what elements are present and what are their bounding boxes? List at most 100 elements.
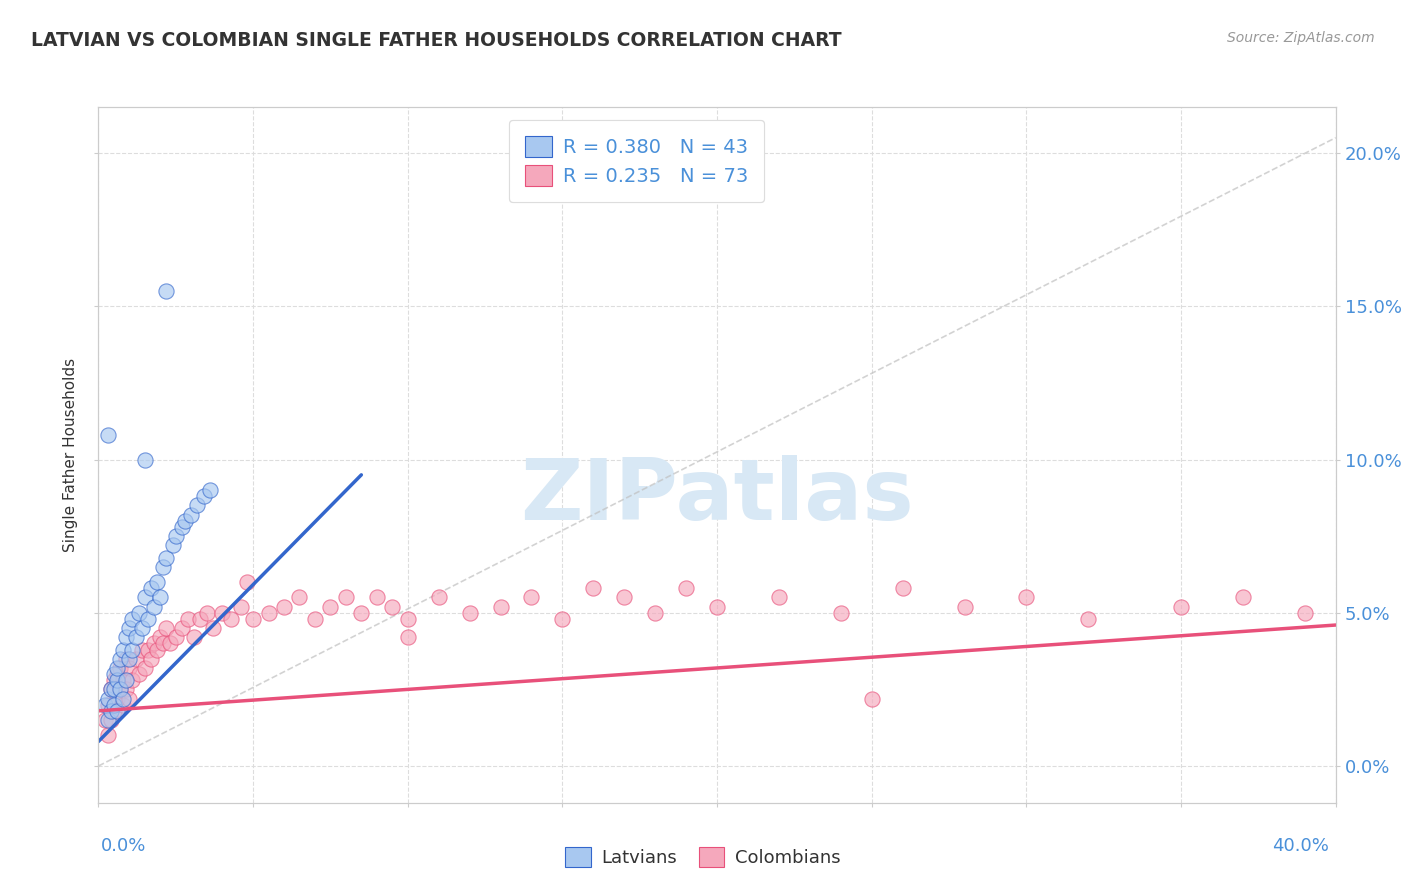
Text: Source: ZipAtlas.com: Source: ZipAtlas.com (1227, 31, 1375, 45)
Point (180, 508, 202, 522)
Point (1170, 599, 1192, 614)
Point (396, 612, 419, 626)
Point (136, 642, 159, 657)
Point (396, 630, 419, 644)
Point (103, 667, 125, 681)
Point (105, 691, 128, 706)
Point (103, 698, 125, 712)
Point (288, 591, 311, 605)
Point (93, 713, 115, 727)
Point (105, 704, 128, 718)
Point (350, 606, 373, 620)
Point (108, 661, 131, 675)
Point (134, 661, 156, 675)
Point (551, 612, 574, 626)
Point (105, 673, 128, 688)
Point (124, 652, 146, 666)
Point (105, 667, 128, 681)
Point (97, 713, 120, 727)
Text: 0.0%: 0.0% (101, 837, 146, 855)
Point (335, 591, 357, 605)
Point (149, 591, 172, 605)
Point (100, 682, 122, 697)
Point (118, 691, 141, 706)
Point (97, 698, 120, 712)
Point (139, 652, 162, 666)
Point (115, 630, 138, 644)
Point (121, 673, 143, 688)
Point (159, 636, 181, 650)
Point (675, 581, 697, 595)
Point (124, 630, 146, 644)
Point (644, 606, 666, 620)
Point (128, 606, 150, 620)
Point (97, 728, 120, 742)
Point (170, 520, 193, 534)
Point (105, 661, 128, 675)
Point (149, 630, 172, 644)
Point (613, 591, 636, 605)
Point (112, 673, 135, 688)
Point (115, 673, 138, 688)
Text: LATVIAN VS COLOMBIAN SINGLE FATHER HOUSEHOLDS CORRELATION CHART: LATVIAN VS COLOMBIAN SINGLE FATHER HOUSE… (31, 31, 842, 50)
Point (186, 499, 208, 513)
Point (134, 452, 156, 467)
Point (121, 612, 143, 626)
Point (112, 691, 135, 706)
Point (229, 599, 252, 614)
Point (582, 581, 605, 595)
Point (155, 621, 177, 635)
Point (520, 591, 543, 605)
Point (112, 698, 135, 712)
Point (139, 581, 162, 595)
Point (118, 621, 141, 635)
Point (1232, 591, 1254, 605)
Point (162, 538, 184, 552)
Point (97, 428, 120, 442)
Point (146, 575, 169, 590)
Point (108, 652, 131, 666)
Y-axis label: Single Father Households: Single Father Households (63, 358, 79, 552)
Point (768, 591, 790, 605)
Point (97, 691, 120, 706)
Point (236, 575, 259, 590)
Point (146, 642, 169, 657)
Point (953, 599, 976, 614)
Point (190, 612, 212, 626)
Point (112, 642, 135, 657)
Point (128, 667, 150, 681)
Point (103, 673, 125, 688)
Point (830, 606, 852, 620)
Point (177, 612, 200, 626)
Point (165, 630, 187, 644)
Point (115, 682, 138, 697)
Point (170, 621, 193, 635)
Point (427, 591, 450, 605)
Point (198, 483, 221, 498)
Point (115, 652, 138, 666)
Point (1294, 606, 1316, 620)
Point (257, 606, 280, 620)
Point (143, 636, 166, 650)
Point (100, 682, 122, 697)
Point (319, 599, 342, 614)
Point (155, 550, 177, 565)
Point (136, 612, 159, 626)
Point (118, 652, 141, 666)
Point (134, 591, 156, 605)
Point (489, 599, 512, 614)
Text: 40.0%: 40.0% (1272, 837, 1329, 855)
Point (100, 713, 122, 727)
Point (165, 529, 187, 543)
Point (121, 642, 143, 657)
Point (131, 621, 153, 635)
Point (195, 606, 218, 620)
Point (381, 599, 404, 614)
Point (131, 642, 153, 657)
Point (118, 661, 141, 675)
Point (1077, 612, 1099, 626)
Point (93, 698, 115, 712)
Point (155, 284, 177, 298)
Point (891, 581, 914, 595)
Point (100, 704, 122, 718)
